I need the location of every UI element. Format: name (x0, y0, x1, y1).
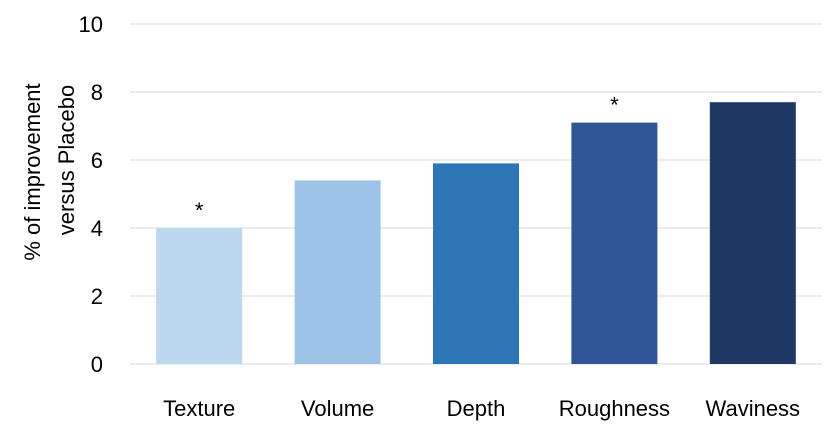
bar-depth (433, 163, 519, 364)
x-axis-labels: Texture Volume Depth Roughness Waviness (163, 396, 800, 421)
y-tick-label: 0 (91, 352, 103, 377)
y-axis-ticks: 0 2 4 6 8 10 (79, 12, 103, 377)
y-tick-label: 8 (91, 80, 103, 105)
y-axis-title-line-2: versus Placebo (54, 85, 79, 235)
y-tick-label: 10 (79, 12, 103, 37)
x-tick-label: Volume (301, 396, 374, 421)
y-axis-title-line-1: % of improvement (20, 83, 45, 260)
x-tick-label: Texture (163, 396, 235, 421)
x-tick-label: Roughness (559, 396, 670, 421)
bar-volume (294, 180, 381, 364)
bar-texture (156, 228, 243, 364)
y-tick-label: 4 (91, 216, 103, 241)
bar-annotations: ** (195, 93, 619, 223)
bars (156, 102, 796, 364)
x-tick-label: Waviness (706, 396, 801, 421)
bar-waviness (709, 102, 796, 364)
bar-roughness (571, 122, 658, 364)
y-tick-label: 2 (91, 284, 103, 309)
significance-marker: * (610, 93, 619, 118)
y-tick-label: 6 (91, 148, 103, 173)
x-tick-label: Depth (447, 396, 506, 421)
significance-marker: * (195, 198, 204, 223)
